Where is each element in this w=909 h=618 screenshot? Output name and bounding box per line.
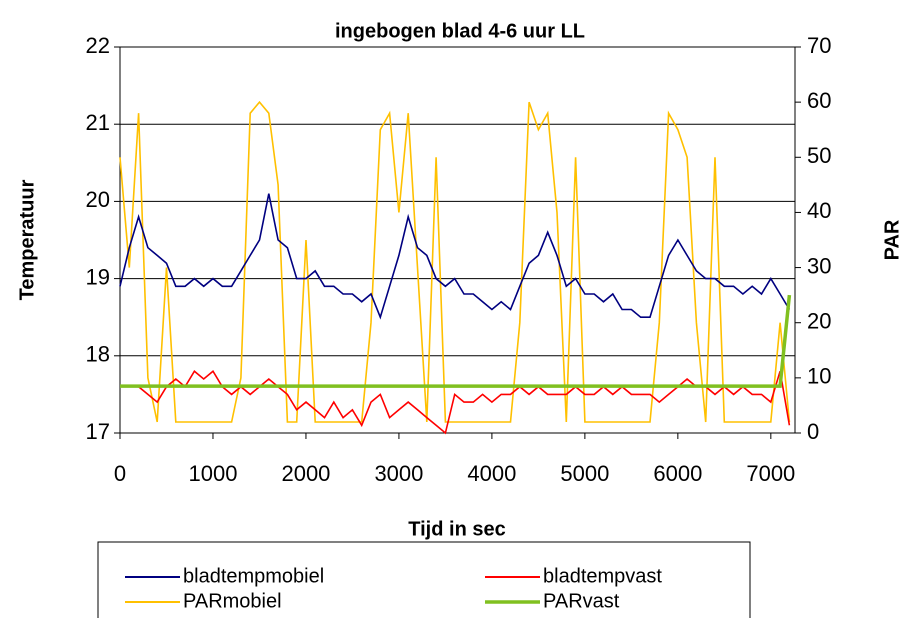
y2-tick-label: 70: [807, 33, 831, 58]
series-line: [120, 369, 791, 435]
y-tick-label: 17: [86, 419, 110, 444]
legend-label: PARvast: [543, 590, 620, 612]
y-axis-label: Temperatuur: [16, 179, 38, 300]
x-tick-label: 3000: [374, 461, 423, 486]
x-tick-label: 0: [114, 461, 126, 486]
y2-tick-label: 20: [807, 309, 831, 334]
y-tick-label: 19: [86, 264, 110, 289]
legend-label: bladtempvast: [543, 565, 662, 587]
y-tick-label: 18: [86, 342, 110, 367]
series-line: [119, 100, 791, 423]
legend-box: [97, 541, 751, 618]
x-tick-label: 5000: [560, 461, 609, 486]
y-tick-label: 21: [86, 110, 110, 135]
x-axis-label: Tijd in sec: [408, 518, 505, 540]
plot-border: [119, 46, 796, 434]
y-tick-label: 22: [86, 33, 110, 58]
y2-tick-label: 40: [807, 198, 831, 223]
x-tick-label: 1000: [188, 461, 237, 486]
x-tick-label: 4000: [467, 461, 516, 486]
y2-tick-label: 30: [807, 253, 831, 278]
y-tick-label: 20: [86, 187, 110, 212]
x-tick-label: 2000: [281, 461, 330, 486]
y2-tick-label: 0: [807, 419, 819, 444]
legend-label: bladtempmobiel: [183, 565, 324, 587]
y2-tick-label: 60: [807, 88, 831, 113]
chart-title: ingebogen blad 4-6 uur LL: [335, 20, 585, 42]
series-line: [120, 294, 792, 388]
x-tick-label: 6000: [653, 461, 702, 486]
y2-tick-label: 50: [807, 143, 831, 168]
y2-tick-label: 10: [807, 364, 831, 389]
y2-axis-label: PAR: [881, 219, 903, 260]
legend-label: PARmobiel: [183, 590, 282, 612]
x-tick-label: 7000: [746, 461, 795, 486]
series-line: [119, 193, 791, 320]
